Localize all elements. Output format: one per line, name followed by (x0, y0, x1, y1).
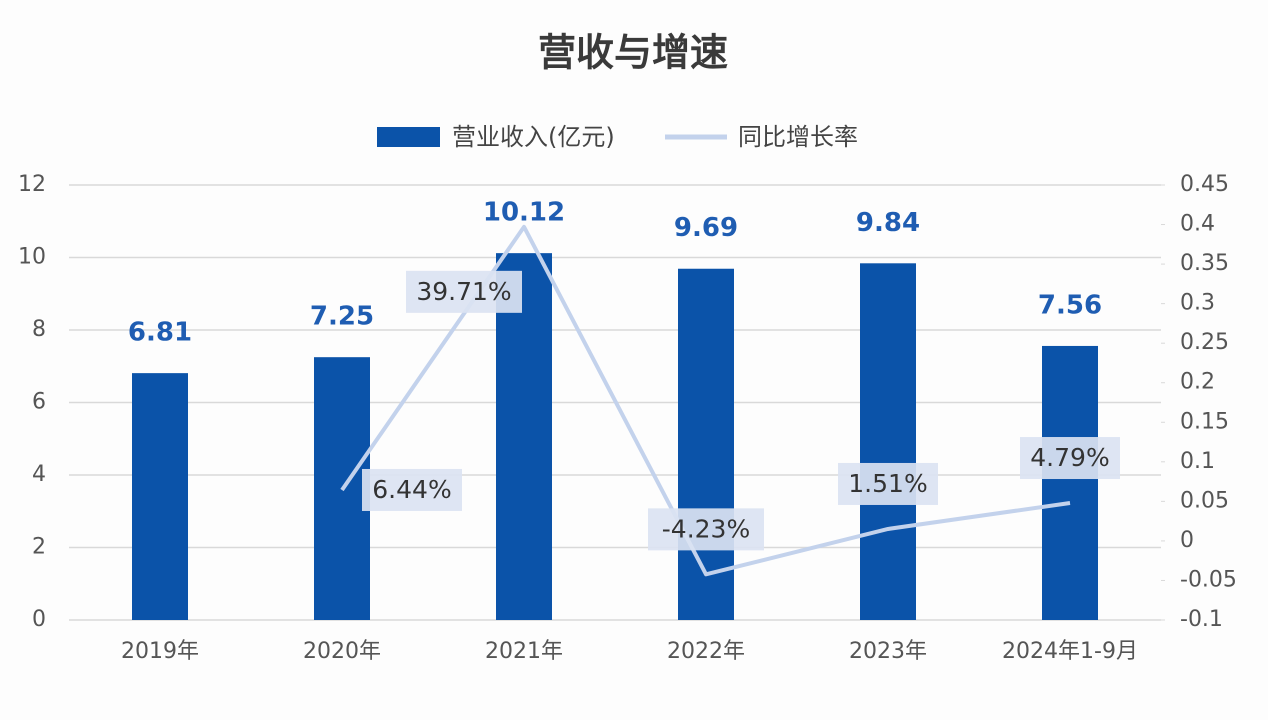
y2-tick-label: 0.05 (1180, 488, 1229, 513)
data-label-box (1020, 437, 1120, 480)
bar (1042, 345, 1098, 620)
data-label-box (406, 270, 522, 313)
x-tick-label: 2022年 (667, 639, 745, 664)
y-tick-label: 10 (18, 245, 46, 270)
y2-tick-label: 0.4 (1180, 212, 1215, 237)
chart-title: 营收与增速 (538, 31, 728, 75)
line-value-label: 4.79% (1030, 443, 1109, 472)
legend-swatch (377, 127, 440, 147)
bar (860, 263, 916, 620)
x-tick-label: 2023年 (849, 639, 927, 664)
legend-label: 营业收入(亿元) (452, 123, 615, 151)
y-tick-label: 4 (32, 462, 46, 487)
bar-value-label: 9.84 (856, 208, 920, 238)
y2-tick-label: 0.15 (1180, 409, 1229, 434)
bar-value-label: 10.12 (483, 198, 565, 228)
bar (678, 268, 734, 620)
legend: 营业收入(亿元) 同比增长率 (377, 123, 858, 151)
bar-value-label: 9.69 (674, 213, 738, 243)
line-value-label: -4.23% (662, 514, 750, 543)
growth-line (340, 224, 1071, 577)
data-label-box (648, 508, 764, 551)
y-tick-label: 6 (32, 390, 46, 415)
y2-tick-label: 0.25 (1180, 330, 1229, 355)
legend-label: 同比增长率 (738, 123, 858, 151)
y2-tick-label: 0.45 (1180, 172, 1229, 197)
y2-tick-label: 0.2 (1180, 370, 1215, 395)
y-tick-label: 12 (18, 172, 46, 197)
x-tick-label: 2021年 (485, 639, 563, 664)
x-tick-label: 2024年1-9月 (1002, 639, 1138, 664)
y2-tick-label: 0.1 (1180, 449, 1215, 474)
bar (132, 373, 188, 620)
line-value-label: 39.71% (416, 277, 511, 306)
y2-tick-label: 0.35 (1180, 251, 1229, 276)
bar-value-label: 6.81 (128, 318, 192, 348)
x-tick-label: 2020年 (303, 639, 381, 664)
y2-tick-label: -0.05 (1180, 567, 1237, 592)
line-value-label: 1.51% (848, 469, 927, 498)
x-tick-label: 2019年 (121, 639, 199, 664)
y-tick-label: 0 (32, 607, 46, 632)
bar-value-label: 7.56 (1038, 290, 1102, 320)
y-tick-label: 2 (32, 535, 46, 560)
y2-tick-label: 0.3 (1180, 291, 1215, 316)
data-label-box (362, 468, 462, 511)
line-value-label: 6.44% (372, 475, 451, 504)
y-tick-label: 8 (32, 317, 46, 342)
bar (496, 253, 552, 620)
bar-value-label: 7.25 (310, 302, 374, 332)
y2-tick-label: -0.1 (1180, 607, 1223, 632)
y2-tick-label: 0 (1180, 528, 1194, 553)
data-label-box (838, 462, 938, 505)
